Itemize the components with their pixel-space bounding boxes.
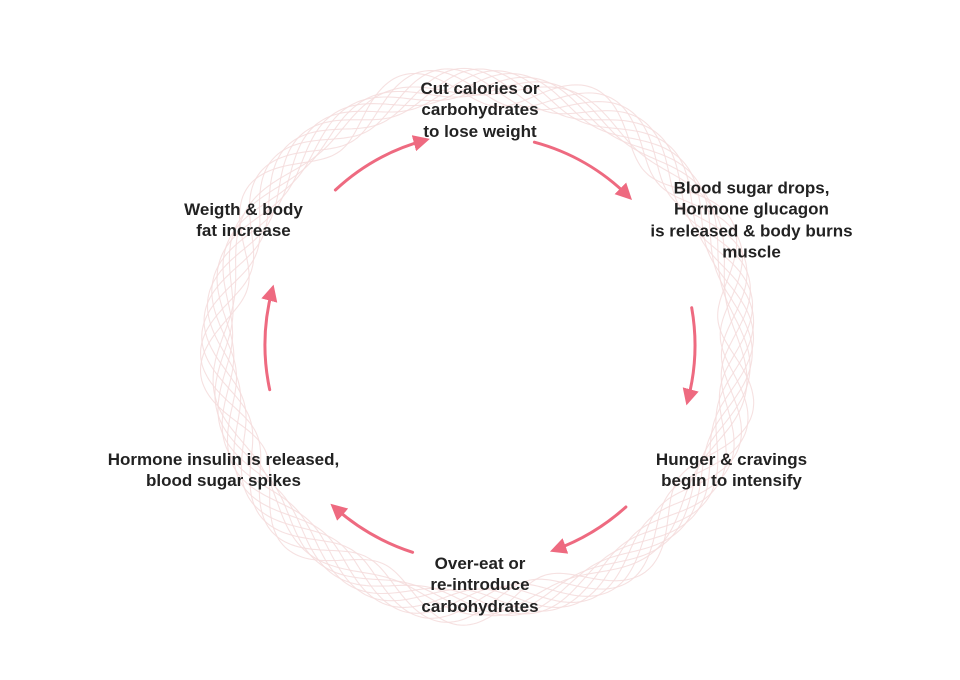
cycle-node-n1: Blood sugar drops, Hormone glucagon is r… bbox=[647, 178, 856, 263]
cycle-node-n4: Hormone insulin is released, blood sugar… bbox=[108, 449, 339, 492]
cycle-node-n3: Over-eat or re-introduce carbohydrates bbox=[421, 553, 538, 617]
cycle-arrow-4 bbox=[265, 289, 272, 389]
cycle-node-n2: Hunger & cravings begin to intensify bbox=[656, 449, 807, 492]
cycle-node-n5: Weigth & body fat increase bbox=[184, 199, 303, 242]
cycle-diagram: Cut calories or carbohydrates to lose we… bbox=[0, 0, 960, 680]
cycle-node-n0: Cut calories or carbohydrates to lose we… bbox=[420, 78, 539, 142]
cycle-arrow-1 bbox=[688, 308, 695, 401]
cycle-ring bbox=[201, 68, 754, 625]
cycle-arrow-5 bbox=[335, 140, 425, 190]
cycle-arrow-3 bbox=[334, 507, 413, 552]
cycle-arrow-2 bbox=[555, 507, 626, 550]
cycle-arrow-0 bbox=[534, 142, 628, 196]
